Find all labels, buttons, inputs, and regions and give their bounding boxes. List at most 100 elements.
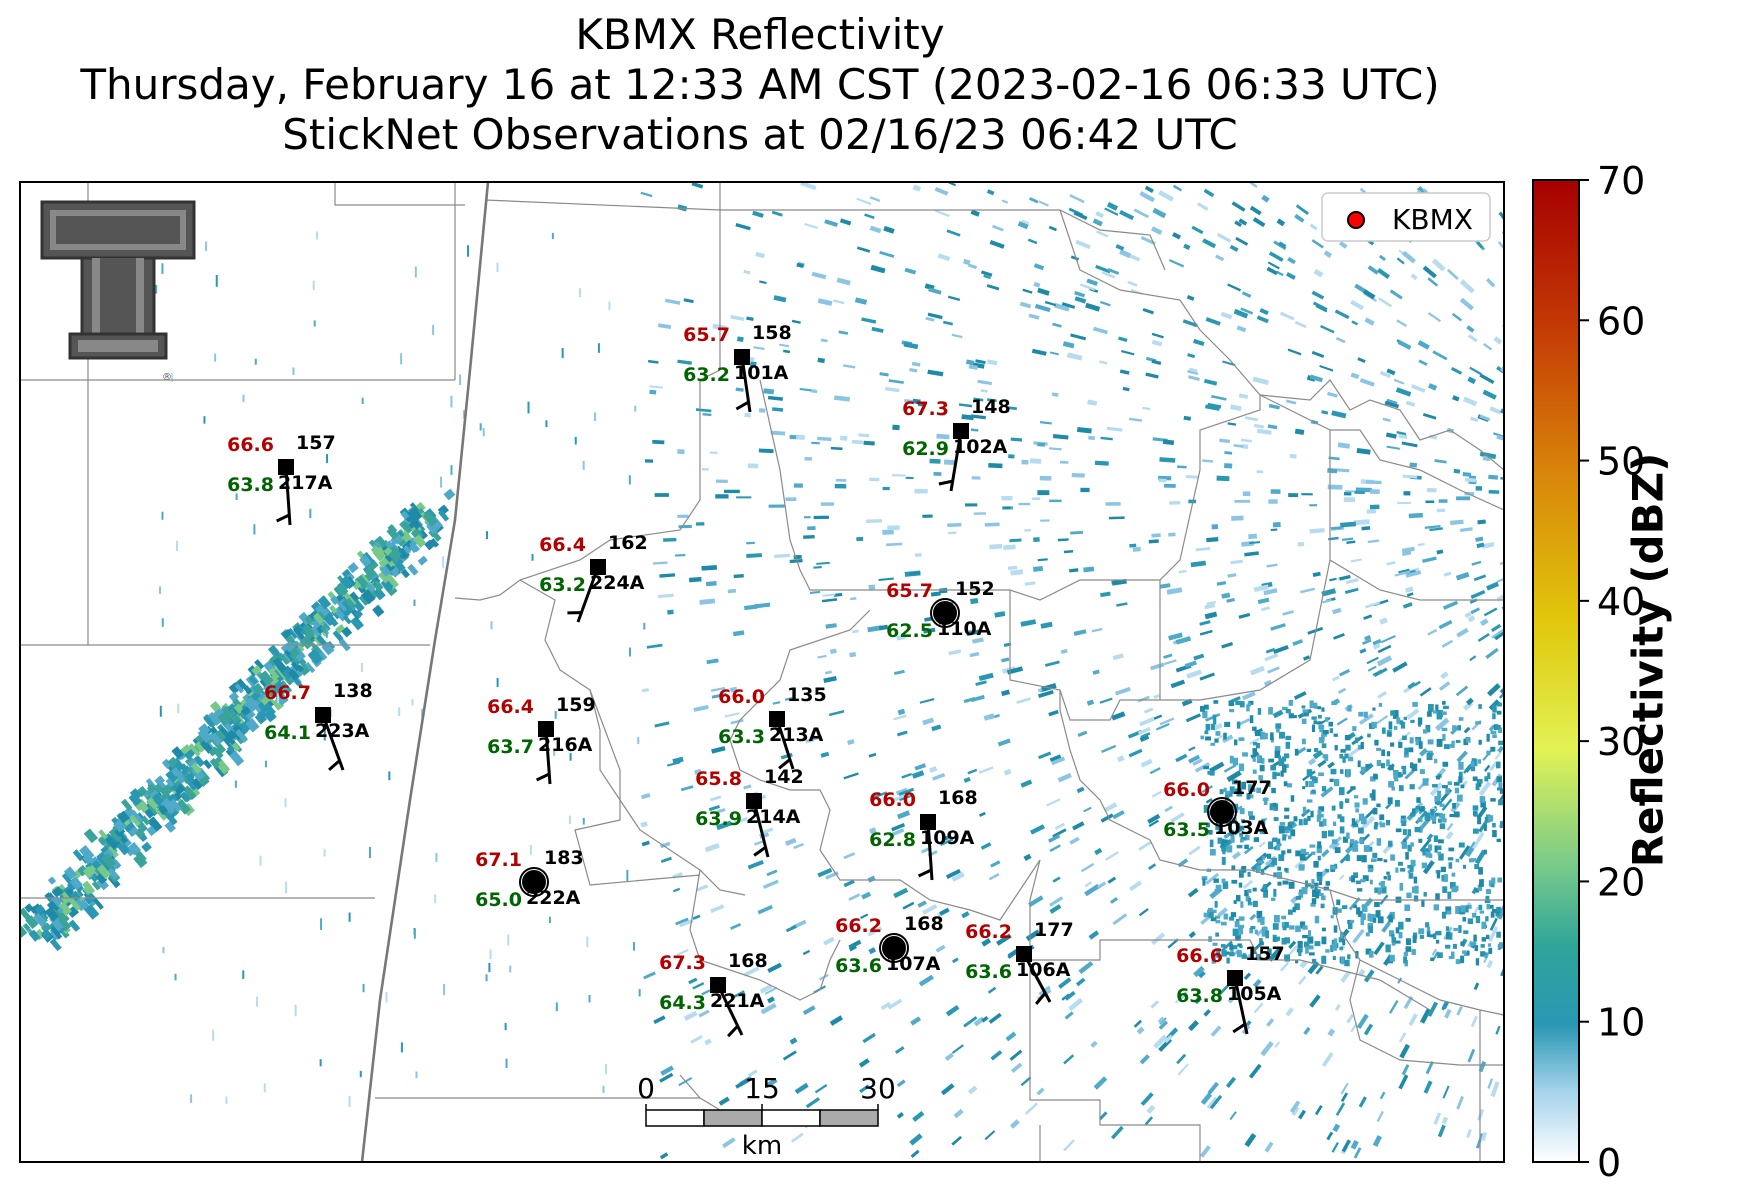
station-dewpoint: 63.2: [539, 574, 586, 596]
scale-tick-0: 0: [637, 1072, 655, 1105]
station-temperature: 67.3: [902, 398, 949, 420]
wind-barb-flag: [778, 758, 791, 770]
station-id: 216A: [538, 734, 593, 756]
station-105A[interactable]: 66.6 157 63.8 105A: [1176, 943, 1285, 1035]
colorbar: 0 10 20 30 40 50 60 70: [1532, 159, 1645, 1185]
station-dewpoint: 63.7: [487, 736, 534, 758]
station-square-marker: [590, 559, 606, 575]
station-number: 168: [904, 913, 944, 935]
colorbar-tick-label: 50: [1597, 440, 1645, 484]
colorbar-tick-label: 40: [1597, 580, 1645, 624]
station-circle-marker: [522, 870, 546, 894]
station-square-marker: [746, 793, 762, 809]
station-temperature: 65.7: [886, 580, 933, 602]
station-id: 213A: [769, 724, 824, 746]
scale-tick-15: 15: [744, 1072, 780, 1105]
station-102A[interactable]: 67.3 148 62.9 102A: [902, 396, 1011, 492]
station-id: 103A: [1214, 817, 1269, 839]
station-dewpoint: 63.5: [1163, 819, 1210, 841]
station-216A[interactable]: 66.4 159 63.7 216A: [487, 694, 596, 785]
state-boundary: [360, 182, 490, 1162]
station-square-marker: [538, 721, 554, 737]
station-number: 152: [955, 578, 995, 600]
station-square-marker: [710, 977, 726, 993]
station-dewpoint: 62.5: [886, 620, 933, 642]
station-circle-ring: [519, 867, 549, 897]
station-id: 101A: [734, 362, 789, 384]
station-id: 217A: [278, 472, 333, 494]
colorbar-label-text: Reflectivity (dBZ): [1623, 452, 1673, 868]
kbmx-marker-icon: [1347, 211, 1365, 229]
station-id: 109A: [920, 827, 975, 849]
station-square-marker: [315, 707, 331, 723]
station-222A[interactable]: 67.1 183 65.0 222A: [475, 847, 584, 911]
station-110A[interactable]: 65.7 152 62.5 110A: [886, 578, 995, 642]
wind-barb-flag: [938, 479, 953, 486]
station-109A[interactable]: 66.0 168 62.8 109A: [869, 787, 978, 881]
colorbar-gradient: [1532, 179, 1580, 1163]
station-temperature: 66.4: [487, 696, 534, 718]
map-area: [20, 182, 1504, 1162]
station-circle-marker: [1210, 800, 1234, 824]
title-line-2: Thursday, February 16 at 12:33 AM CST (2…: [80, 60, 1440, 109]
wind-barb-flag: [535, 772, 550, 782]
station-221A[interactable]: 67.3 168 64.3 221A: [659, 950, 768, 1038]
station-number: 157: [1245, 943, 1285, 965]
wind-barb-flag: [276, 513, 290, 523]
station-circle-marker: [882, 936, 906, 960]
station-temperature: 66.0: [718, 686, 765, 708]
station-214A[interactable]: 65.8 142 63.9 214A: [695, 766, 804, 858]
county-boundaries: [20, 182, 1504, 1162]
station-id: 214A: [746, 806, 801, 828]
station-circle-ring: [930, 598, 960, 628]
station-temperature: 66.6: [227, 434, 274, 456]
station-106A[interactable]: 66.2 177 63.6 106A: [965, 919, 1074, 1005]
wind-barb-flag: [727, 1024, 739, 1038]
wind-barb-flag: [328, 759, 341, 771]
station-temperature: 66.4: [539, 534, 586, 556]
texas-tech-logo: ®: [40, 200, 196, 383]
station-101A[interactable]: 65.7 158 63.2 101A: [683, 322, 792, 413]
wind-barb-flag: [1232, 1022, 1246, 1034]
station-circle-ring: [1207, 797, 1237, 827]
station-number: 168: [938, 787, 978, 809]
station-213A[interactable]: 66.0 135 63.3 213A: [718, 684, 827, 770]
scale-bar: 0 15 30 km: [637, 1072, 896, 1161]
scale-unit: km: [742, 1131, 782, 1161]
station-dewpoint: 62.9: [902, 438, 949, 460]
station-id: 221A: [710, 990, 765, 1012]
station-id: 223A: [315, 720, 370, 742]
title-line-1: KBMX Reflectivity: [575, 10, 945, 59]
station-223A[interactable]: 66.7 138 64.1 223A: [264, 680, 373, 771]
station-temperature: 66.6: [1176, 945, 1223, 967]
station-dewpoint: 63.3: [718, 726, 765, 748]
station-number: 142: [764, 766, 804, 788]
station-dewpoint: 64.3: [659, 992, 706, 1014]
station-224A[interactable]: 66.4 162 63.2 224A: [539, 532, 648, 623]
station-dewpoint: 63.9: [695, 808, 742, 830]
station-circle-marker: [933, 601, 957, 625]
station-107A[interactable]: 66.2 168 63.6 107A: [835, 913, 944, 977]
station-number: 183: [544, 847, 584, 869]
legend-label: KBMX: [1392, 203, 1473, 236]
wind-barb-flag: [753, 846, 767, 857]
station-103A[interactable]: 66.0 177 63.5 103A: [1163, 777, 1272, 841]
station-number: 158: [752, 322, 792, 344]
station-square-marker: [278, 459, 294, 475]
colorbar-tick-label: 0: [1597, 1141, 1621, 1185]
wind-barb-flag: [918, 868, 932, 878]
station-dewpoint: 63.8: [1176, 985, 1223, 1007]
station-temperature: 67.3: [659, 952, 706, 974]
station-temperature: 66.2: [835, 915, 882, 937]
station-217A[interactable]: 66.6 157 63.8 217A: [227, 432, 336, 526]
station-number: 135: [787, 684, 827, 706]
station-temperature: 65.8: [695, 768, 742, 790]
wind-barb-flag: [1035, 992, 1047, 1005]
station-temperature: 66.7: [264, 682, 311, 704]
station-temperature: 66.0: [1163, 779, 1210, 801]
station-number: 157: [296, 432, 336, 454]
station-square-marker: [769, 711, 785, 727]
station-square-marker: [953, 423, 969, 439]
station-square-marker: [1227, 970, 1243, 986]
